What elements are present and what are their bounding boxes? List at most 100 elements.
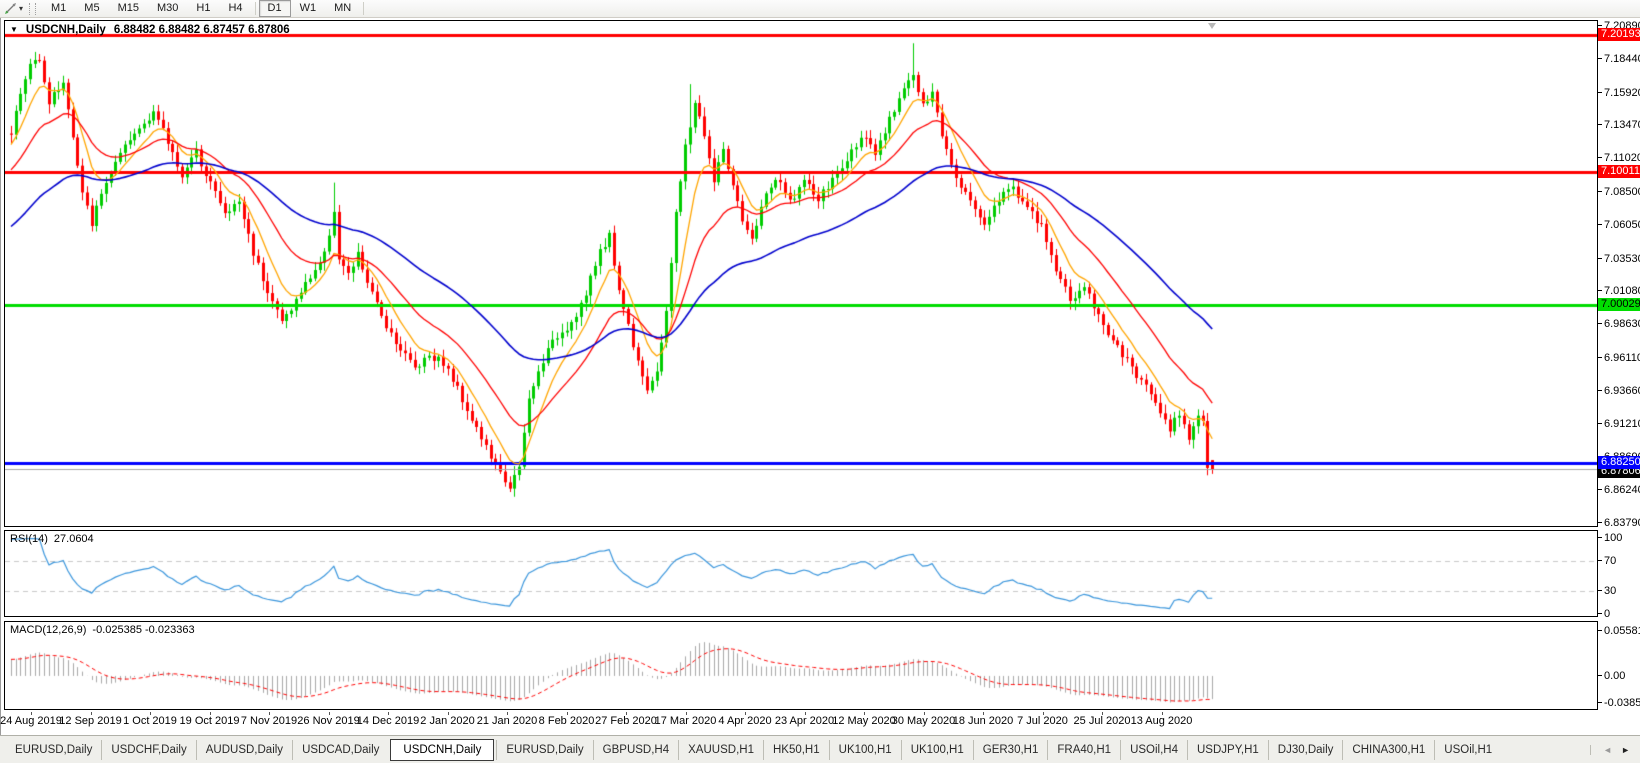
chart-tab-usdjpy-h1[interactable]: USDJPY,H1 xyxy=(1187,739,1268,760)
chart-tab-audusd-daily[interactable]: AUDUSD,Daily xyxy=(195,739,292,760)
time-axis-label: 17 Mar 2020 xyxy=(654,715,717,727)
price-axis-tick: 6.91210 xyxy=(1598,418,1640,430)
timeframe-button-h4[interactable]: H4 xyxy=(219,0,251,17)
chart-tab-dj30-daily[interactable]: DJ30,Daily xyxy=(1267,739,1343,760)
chart-tab-eurusd-daily[interactable]: EURUSD,Daily xyxy=(15,743,93,756)
chart-tab-eurusd-daily[interactable]: EURUSD,Daily xyxy=(496,739,592,760)
time-axis-label: 7 Nov 2019 xyxy=(240,715,298,727)
time-axis-label: 1 Oct 2019 xyxy=(123,715,177,727)
rsi-axis-tick: 70 xyxy=(1598,555,1616,567)
time-axis-tick xyxy=(91,712,92,715)
chart-tab-hk50-h1[interactable]: HK50,H1 xyxy=(762,739,829,760)
time-axis-tick xyxy=(150,712,151,715)
rsi-canvas[interactable] xyxy=(5,531,1597,616)
time-axis-tick xyxy=(924,712,925,715)
toolbar-grip[interactable] xyxy=(29,2,37,15)
time-axis-label: 23 Apr 2020 xyxy=(774,715,835,727)
macd-canvas[interactable] xyxy=(5,622,1597,709)
macd-indicator-panel: MACD(12,26,9) -0.025385 -0.023363 xyxy=(4,621,1598,710)
main-chart-canvas[interactable] xyxy=(5,21,1597,526)
price-axis-tick: 6.98630 xyxy=(1598,318,1640,330)
chart-tab-usdcad-daily[interactable]: USDCAD,Daily xyxy=(292,739,388,760)
chart-tab-xauusd-h1[interactable]: XAUUSD,H1 xyxy=(678,739,763,760)
time-axis-label: 14 Dec 2019 xyxy=(356,715,420,727)
macd-values: -0.025385 -0.023363 xyxy=(92,624,195,636)
price-axis[interactable]: 7.20890 7.18440 7.15920 7.13470 7.11020 7.085… xyxy=(1598,18,1640,730)
chart-symbol-label: USDCNH,Daily xyxy=(25,24,106,36)
time-axis-label: 12 May 2020 xyxy=(832,715,896,727)
time-axis-tick xyxy=(388,712,389,715)
macd-axis-tick: 0.05581 xyxy=(1598,625,1640,637)
timeframe-button-w1[interactable]: W1 xyxy=(291,0,326,17)
price-axis-tick: 7.08500 xyxy=(1598,186,1640,198)
price-level-badge: 6.88250 xyxy=(1598,456,1640,469)
macd-axis-tick: -0.038524 xyxy=(1598,697,1640,709)
time-axis-label: 4 Apr 2020 xyxy=(718,715,772,727)
time-axis-label: 26 Nov 2019 xyxy=(297,715,360,727)
chart-tab-usdchf-daily[interactable]: USDCHF,Daily xyxy=(101,739,195,760)
macd-name: MACD(12,26,9) xyxy=(10,624,87,636)
autoscroll-shift-marker-icon[interactable] xyxy=(1208,23,1216,29)
rsi-axis-tick: 30 xyxy=(1598,585,1616,597)
timeframe-button-m5[interactable]: M5 xyxy=(75,0,108,17)
time-axis-label: 18 Jun 2020 xyxy=(952,715,1014,727)
chart-tab-usdcnh-daily[interactable]: USDCNH,Daily xyxy=(390,738,495,761)
chart-tab-uk100-h1[interactable]: UK100,H1 xyxy=(828,739,901,760)
chart-ohlc-values: 6.88482 6.88482 6.87457 6.87806 xyxy=(113,24,290,36)
rsi-indicator-panel: RSI(14) 27.0604 xyxy=(4,530,1598,617)
time-axis-tick xyxy=(329,712,330,715)
time-axis-label: 24 Aug 2019 xyxy=(0,715,62,727)
macd-label: MACD(12,26,9) -0.025385 -0.023363 xyxy=(10,624,195,636)
chart-tab-china300-h1[interactable]: CHINA300,H1 xyxy=(1342,739,1434,760)
time-axis-tick xyxy=(805,712,806,715)
timeframe-button-m30[interactable]: M30 xyxy=(148,0,187,17)
chart-tab-fra40-h1[interactable]: FRA40,H1 xyxy=(1047,739,1120,760)
time-axis-tick xyxy=(448,712,449,715)
tool-dropdown-caret-icon[interactable]: ▾ xyxy=(19,4,24,13)
crosshair-tool-icon[interactable] xyxy=(4,2,17,15)
price-axis-tick: 7.01080 xyxy=(1598,285,1640,297)
rsi-axis-tick: 0 xyxy=(1598,608,1610,620)
price-level-badge: 7.00029 xyxy=(1598,298,1640,311)
tab-scroll-left-icon[interactable]: ◄ xyxy=(1603,744,1613,755)
time-axis-tick xyxy=(567,712,568,715)
timeframe-button-m15[interactable]: M15 xyxy=(109,0,148,17)
time-axis-tick xyxy=(1162,712,1163,715)
chart-tool-group: ▾ xyxy=(4,2,23,15)
chart-tab-uk100-h1[interactable]: UK100,H1 xyxy=(900,739,973,760)
timeframe-button-m1[interactable]: M1 xyxy=(42,0,75,17)
chart-tab-gbpusd-h4[interactable]: GBPUSD,H4 xyxy=(592,739,678,760)
chart-tab-ger30-h1[interactable]: GER30,H1 xyxy=(972,739,1048,760)
timeframe-button-h1[interactable]: H1 xyxy=(187,0,219,17)
time-axis-label: 21 Jan 2020 xyxy=(476,715,538,727)
time-axis-tick xyxy=(983,712,984,715)
time-axis-tick xyxy=(1043,712,1044,715)
timeframe-button-mn[interactable]: MN xyxy=(325,0,360,17)
time-axis-label: 7 Jul 2020 xyxy=(1017,715,1068,727)
toolbar-divider xyxy=(254,2,256,15)
price-axis-tick: 6.83790 xyxy=(1598,517,1640,529)
chart-tab-usoil-h4[interactable]: USOil,H4 xyxy=(1120,739,1187,760)
rsi-label: RSI(14) 27.0604 xyxy=(10,533,94,545)
macd-axis-tick: 0.00 xyxy=(1598,670,1625,682)
rsi-value: 27.0604 xyxy=(53,533,94,545)
time-axis-label: 12 Sep 2019 xyxy=(59,715,122,727)
toolbar-divider xyxy=(363,2,365,15)
time-axis-tick xyxy=(686,712,687,715)
price-level-badge: 7.20193 xyxy=(1598,28,1640,41)
chart-tab-usoil-h1[interactable]: USOil,H1 xyxy=(1434,739,1501,760)
main-chart-panel: ▼ USDCNH,Daily 6.88482 6.88482 6.87457 6… xyxy=(4,20,1598,527)
time-axis-label: 8 Feb 2020 xyxy=(538,715,595,727)
time-axis[interactable]: 24 Aug 2019 12 Sep 2019 1 Oct 2019 19 Oct 2… xyxy=(0,712,1640,730)
price-axis-tick: 7.03530 xyxy=(1598,253,1640,265)
chart-tabs: EURUSD,Daily USDCHF,Daily AUDUSD,Daily USDC… xyxy=(6,738,1501,761)
price-axis-tick: 7.06050 xyxy=(1598,219,1640,231)
tab-scroll-right-icon[interactable]: ► xyxy=(1621,744,1630,755)
time-axis-tick xyxy=(626,712,627,715)
tab-scroll-controls: ◄ ► xyxy=(1590,744,1640,755)
rsi-name: RSI(14) xyxy=(10,533,48,545)
chart-menu-triangle-icon[interactable]: ▼ xyxy=(10,25,18,34)
timeframe-button-d1[interactable]: D1 xyxy=(258,0,291,17)
timeframe-buttons: M1 M5 M15 M30 H1 H4 D1 W1 MN xyxy=(42,0,367,17)
timeframe-toolbar: ▾ M1 M5 M15 M30 H1 H4 D1 W1 MN xyxy=(0,0,1640,18)
